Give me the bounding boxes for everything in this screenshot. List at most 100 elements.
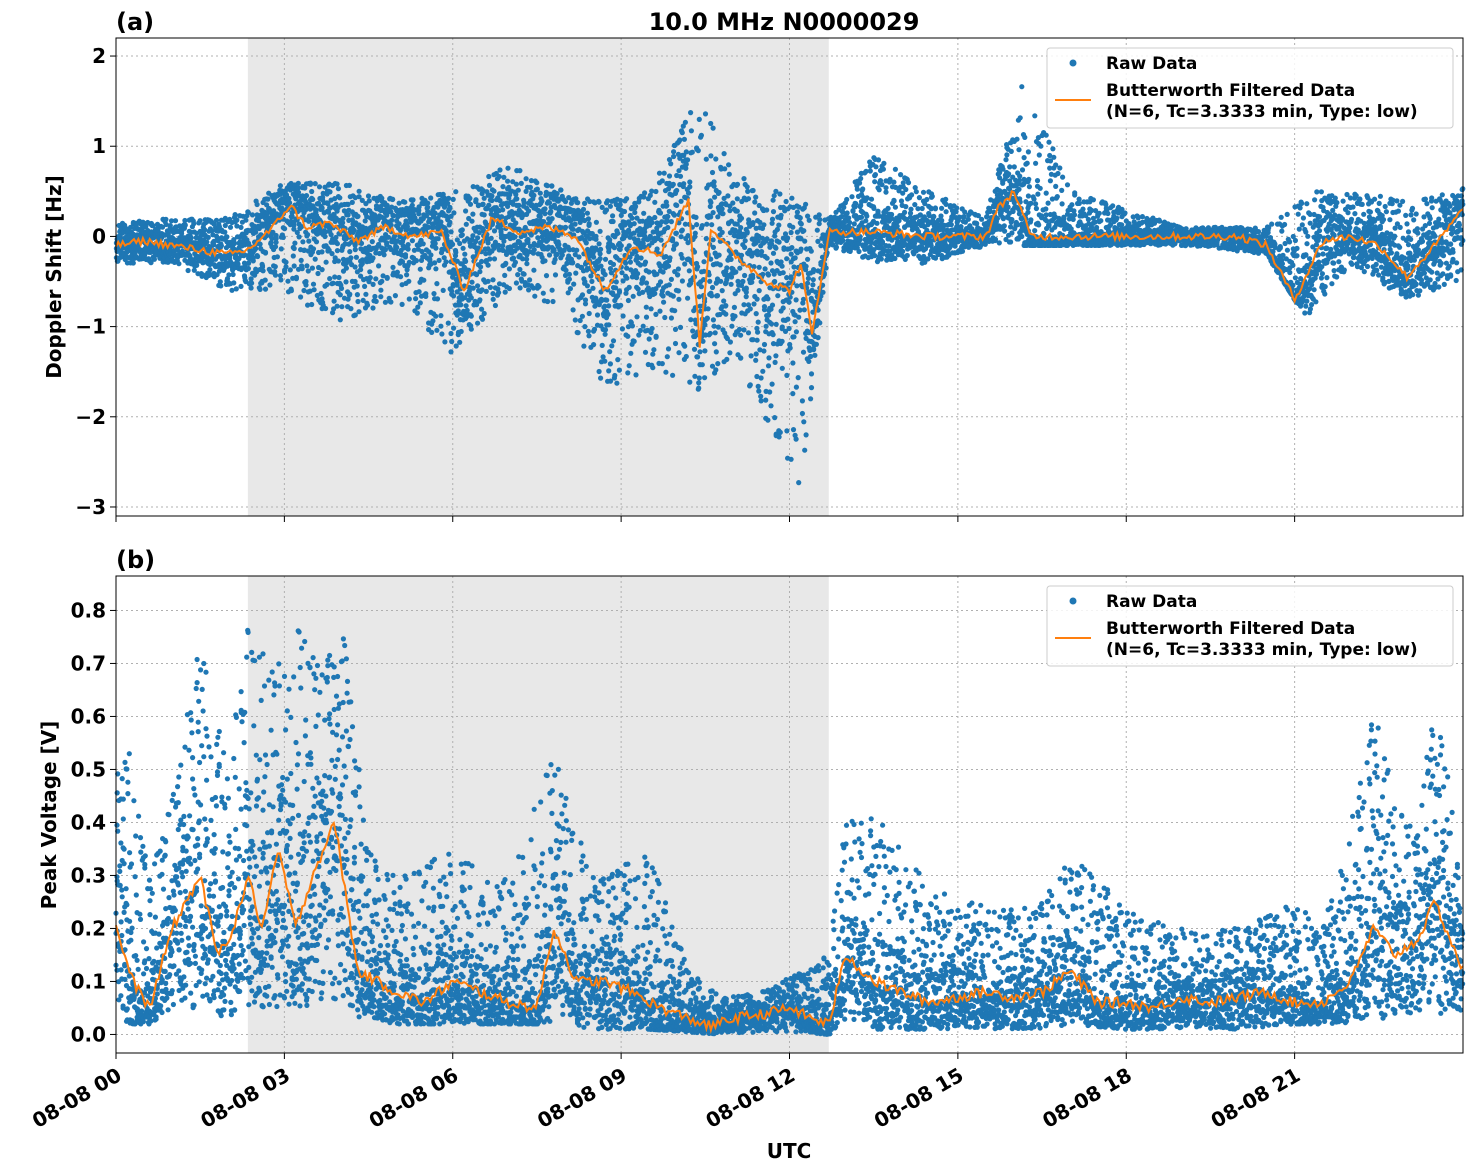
raw-data-point xyxy=(449,338,455,345)
raw-data-point xyxy=(812,352,818,358)
raw-data-point xyxy=(457,240,463,247)
raw-data-point xyxy=(405,246,411,252)
raw-data-point xyxy=(260,268,266,274)
raw-data-point xyxy=(643,304,649,310)
raw-data-point xyxy=(770,197,776,203)
raw-data-point xyxy=(759,249,765,255)
raw-data-point xyxy=(713,156,719,162)
raw-data-point xyxy=(665,224,671,231)
raw-data-point xyxy=(597,256,603,262)
raw-data-point xyxy=(238,224,244,230)
raw-data-point xyxy=(652,199,658,205)
raw-data-point xyxy=(666,282,672,288)
raw-data-point xyxy=(585,328,592,334)
raw-data-point xyxy=(623,260,629,266)
raw-data-point xyxy=(806,217,812,223)
raw-data-point xyxy=(475,320,481,326)
raw-data-point xyxy=(715,361,721,367)
raw-data-point xyxy=(799,398,806,404)
raw-data-point xyxy=(729,323,735,329)
raw-data-point xyxy=(875,157,882,163)
raw-data-point xyxy=(322,233,328,240)
raw-data-point xyxy=(726,162,732,168)
raw-data-point xyxy=(589,278,595,284)
raw-data-point xyxy=(524,261,530,267)
raw-data-point xyxy=(593,219,600,225)
raw-data-point xyxy=(624,196,630,202)
raw-data-point xyxy=(709,169,716,176)
raw-data-point xyxy=(710,317,717,323)
raw-data-point xyxy=(500,243,506,249)
raw-data-point xyxy=(959,248,966,254)
raw-data-point xyxy=(657,210,664,216)
raw-data-point xyxy=(709,222,715,228)
raw-data-point xyxy=(537,190,543,196)
raw-data-point xyxy=(570,307,576,313)
raw-data-point xyxy=(653,334,659,340)
raw-data-point xyxy=(486,202,492,208)
raw-data-point xyxy=(677,137,683,143)
raw-data-point xyxy=(849,194,855,200)
raw-data-point xyxy=(598,375,604,381)
raw-data-point xyxy=(938,213,944,219)
raw-data-point xyxy=(188,235,194,241)
raw-data-point xyxy=(691,346,698,352)
raw-data-point xyxy=(733,269,739,275)
raw-data-point xyxy=(399,301,405,307)
raw-data-point xyxy=(657,308,663,314)
raw-data-point xyxy=(1009,230,1015,236)
raw-data-point xyxy=(784,428,790,434)
raw-data-point xyxy=(402,199,408,205)
raw-data-point xyxy=(249,212,256,218)
raw-data-point xyxy=(540,290,546,296)
raw-data-point xyxy=(613,279,619,285)
raw-data-point xyxy=(217,279,223,285)
raw-data-point xyxy=(1034,178,1041,184)
raw-data-point xyxy=(840,237,846,243)
raw-data-point xyxy=(280,234,286,240)
raw-data-point xyxy=(1032,113,1038,119)
raw-data-point xyxy=(790,427,797,433)
raw-data-point xyxy=(602,358,608,364)
raw-data-point xyxy=(194,262,200,268)
raw-data-point xyxy=(761,348,767,354)
raw-data-point xyxy=(710,125,716,131)
raw-data-point xyxy=(447,205,453,211)
raw-data-point xyxy=(629,323,636,329)
raw-data-point xyxy=(479,316,486,322)
raw-data-point xyxy=(489,193,495,199)
raw-data-point xyxy=(702,322,708,328)
raw-data-point xyxy=(340,215,346,222)
raw-data-point xyxy=(1011,164,1017,170)
raw-data-point xyxy=(620,313,626,319)
raw-data-point xyxy=(572,317,578,323)
raw-data-point xyxy=(249,280,255,286)
raw-data-point xyxy=(612,372,618,379)
raw-data-point xyxy=(148,260,154,266)
raw-data-point xyxy=(315,270,321,277)
raw-data-point xyxy=(257,286,263,292)
raw-data-point xyxy=(758,398,764,404)
raw-data-point xyxy=(590,285,596,291)
raw-data-point xyxy=(304,263,310,269)
raw-data-point xyxy=(610,218,616,225)
raw-data-point xyxy=(300,239,306,245)
raw-data-point xyxy=(218,243,224,249)
raw-data-point xyxy=(305,232,311,238)
raw-data-point xyxy=(727,208,733,214)
raw-data-point xyxy=(750,187,756,194)
raw-data-point xyxy=(688,128,695,134)
raw-data-point xyxy=(550,298,556,305)
raw-data-point xyxy=(384,275,390,281)
raw-data-point xyxy=(847,219,853,226)
raw-data-point xyxy=(784,372,790,378)
raw-data-point xyxy=(516,202,522,208)
raw-data-point xyxy=(631,338,637,344)
raw-data-point xyxy=(665,263,672,269)
raw-data-point xyxy=(151,256,157,262)
raw-data-point xyxy=(803,432,809,438)
raw-data-point xyxy=(626,284,632,290)
raw-data-point xyxy=(892,255,898,262)
raw-data-point xyxy=(615,357,621,363)
raw-data-point xyxy=(597,251,603,257)
